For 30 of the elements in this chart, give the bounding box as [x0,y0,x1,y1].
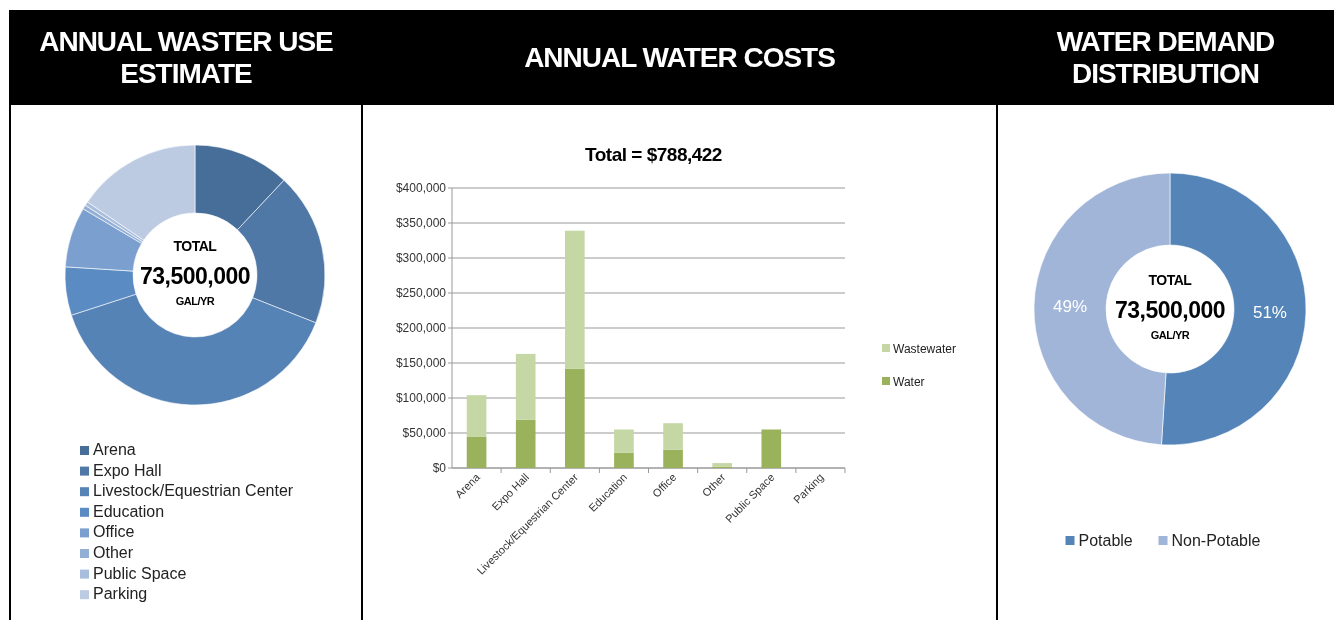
text: TOTAL [173,238,218,254]
y-tick-label: $350,000 [395,216,447,230]
text: 73,500,000 [139,263,251,289]
legend-label: Arena [93,441,136,458]
y-tick-label: $400,000 [395,181,447,195]
text: GAL/YR [175,295,215,307]
chart-title: ANNUAL WASTER USE ESTIMATE [39,26,334,89]
y-tick-label: $300,000 [395,251,447,265]
legend-label: Potable [1078,532,1133,549]
legend-label: Water [893,375,925,389]
text: 73,500,000 [1114,297,1226,323]
legend-label: Parking [93,585,148,603]
data-label: 49% [1053,296,1088,316]
chart-title: WATER DEMAND DISTRIBUTION [1056,26,1276,89]
legend-label: Non-Potable [1171,532,1261,549]
y-tick-label: $200,000 [395,321,447,335]
data-label: 51% [1252,303,1287,323]
chart-subtitle: Total = $788,422 [585,144,722,165]
y-tick-label: $50,000 [402,426,447,440]
legend-label: Public Space [93,564,187,582]
y-tick-label: $0 [432,461,447,475]
legend-label: Other [93,544,134,561]
legend-label: Office [93,523,135,541]
legend-label: Wastewater [893,342,956,356]
text: TOTAL [1148,272,1193,288]
chart-title: ANNUAL WATER COSTS [524,42,836,73]
y-tick-label: $150,000 [395,356,447,370]
y-tick-label: $250,000 [395,286,447,300]
text: GAL/YR [1150,329,1190,341]
y-tick-label: $100,000 [395,391,447,405]
